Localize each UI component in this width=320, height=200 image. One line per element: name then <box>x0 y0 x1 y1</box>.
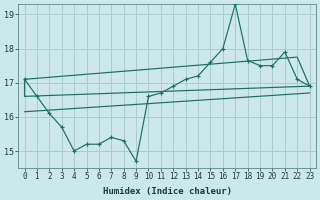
X-axis label: Humidex (Indice chaleur): Humidex (Indice chaleur) <box>103 187 232 196</box>
